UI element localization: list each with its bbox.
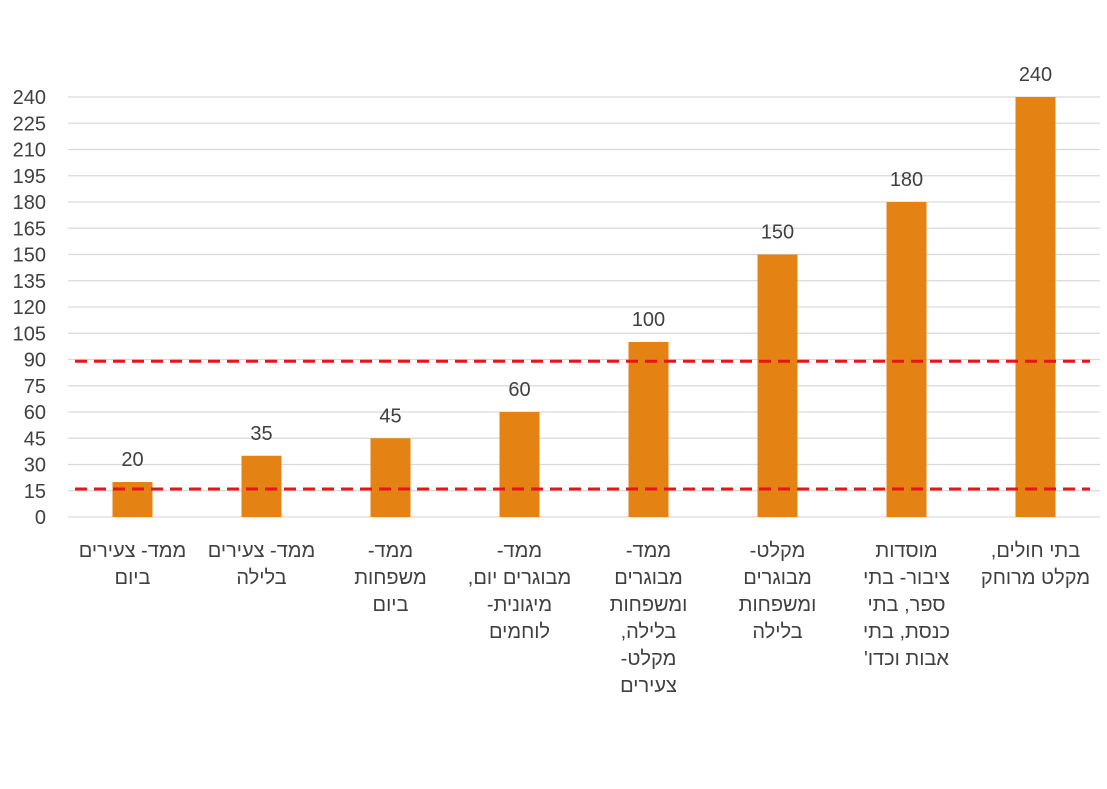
category-label-line: ממד- — [368, 540, 413, 562]
y-axis-ticks: 0 15 30 45 60 75 90 105 120 135 150 165 180 195 210 225… — [13, 87, 46, 529]
reference-lines — [75, 359, 1090, 491]
category-label: ממד- מבוגרים יום, מיגונית- לוחמים — [468, 540, 571, 643]
data-label: 20 — [121, 449, 143, 471]
category-label-line: ביום — [115, 567, 151, 589]
y-tick-label: 195 — [13, 166, 46, 188]
bar — [112, 482, 153, 517]
data-label: 180 — [890, 169, 923, 191]
category-label: ממד- משפחות ביום — [354, 540, 427, 616]
category-label-line: מקלט מרוחק — [981, 567, 1090, 589]
category-label: ממד- מבוגרים ומשפחות בלילה, מקלט- צעירים — [610, 540, 688, 697]
y-tick-label: 225 — [13, 113, 46, 135]
category-label-line: אבות וכדו' — [864, 648, 949, 670]
data-label: 45 — [379, 405, 401, 427]
category-label-line: ספר, בתי — [868, 594, 946, 616]
category-label-line: מקלט- — [750, 540, 806, 562]
category-label-line: בתי חולים, — [991, 540, 1080, 562]
y-tick-label: 15 — [24, 481, 46, 503]
category-label-line: צעירים — [620, 675, 677, 697]
category-label-line: בלילה — [752, 621, 802, 643]
category-label: מקלט- מבוגרים ומשפחות בלילה — [739, 540, 817, 643]
y-tick-label: 45 — [24, 428, 46, 450]
category-label-line: מבוגרים — [614, 567, 682, 589]
category-label-line: מבוגרים — [743, 567, 811, 589]
y-tick-label: 105 — [13, 323, 46, 345]
category-label-line: משפחות — [354, 567, 427, 589]
y-tick-label: 180 — [13, 192, 46, 214]
y-tick-label: 90 — [24, 350, 46, 372]
category-label-line: מוסדות — [875, 540, 937, 562]
data-label: 60 — [508, 379, 530, 401]
category-label: ממד- צעירים בלילה — [208, 540, 316, 589]
y-tick-label: 150 — [13, 245, 46, 267]
data-label: 150 — [761, 222, 794, 244]
bars — [112, 97, 1056, 517]
bar — [886, 202, 927, 517]
bar — [1015, 97, 1056, 517]
category-labels: ממד- צעירים ביום ממד- צעירים בלילה ממד- משפחו… — [79, 540, 1090, 697]
y-tick-label: 210 — [13, 140, 46, 162]
category-label: מוסדות ציבור- בתי ספר, בתי כנסת, בתי אבות וכ… — [863, 540, 950, 670]
category-label-line: מבוגרים יום, — [468, 567, 571, 589]
category-label-line: ומשפחות — [739, 594, 817, 616]
category-label-line: ממד- צעירים — [79, 540, 187, 562]
category-label-line: ממד- צעירים — [208, 540, 316, 562]
y-tick-label: 75 — [24, 376, 46, 398]
y-tick-label: 240 — [13, 87, 46, 109]
category-label-line: מיגונית- — [487, 594, 552, 616]
category-label-line: ומשפחות — [610, 594, 688, 616]
bar — [499, 412, 540, 517]
data-label: 240 — [1019, 64, 1052, 86]
y-tick-label: 0 — [35, 507, 46, 529]
category-label: בתי חולים, מקלט מרוחק — [981, 540, 1090, 589]
data-label: 100 — [632, 309, 665, 331]
bar — [241, 455, 282, 517]
category-label-line: ביום — [373, 594, 409, 616]
data-labels: 20 35 45 60 100 150 180 240 — [121, 64, 1052, 471]
y-tick-label: 60 — [24, 402, 46, 424]
y-tick-label: 165 — [13, 218, 46, 240]
category-label-line: ציבור- בתי — [863, 567, 950, 589]
bar — [757, 254, 798, 517]
category-label-line: בלילה, — [621, 621, 677, 643]
y-tick-label: 135 — [13, 271, 46, 293]
category-label-line: מקלט- — [621, 648, 677, 670]
category-label-line: ממד- — [626, 540, 671, 562]
category-label-line: לוחמים — [489, 621, 550, 643]
y-tick-label: 120 — [13, 297, 46, 319]
category-label-line: כנסת, בתי — [863, 621, 950, 643]
category-label-line: ממד- — [497, 540, 542, 562]
bar — [370, 438, 411, 517]
category-label-line: בלילה — [236, 567, 286, 589]
bar — [628, 342, 669, 517]
gridlines — [68, 96, 1100, 518]
category-label: ממד- צעירים ביום — [79, 540, 187, 589]
y-tick-label: 30 — [24, 455, 46, 477]
data-label: 35 — [250, 423, 272, 445]
